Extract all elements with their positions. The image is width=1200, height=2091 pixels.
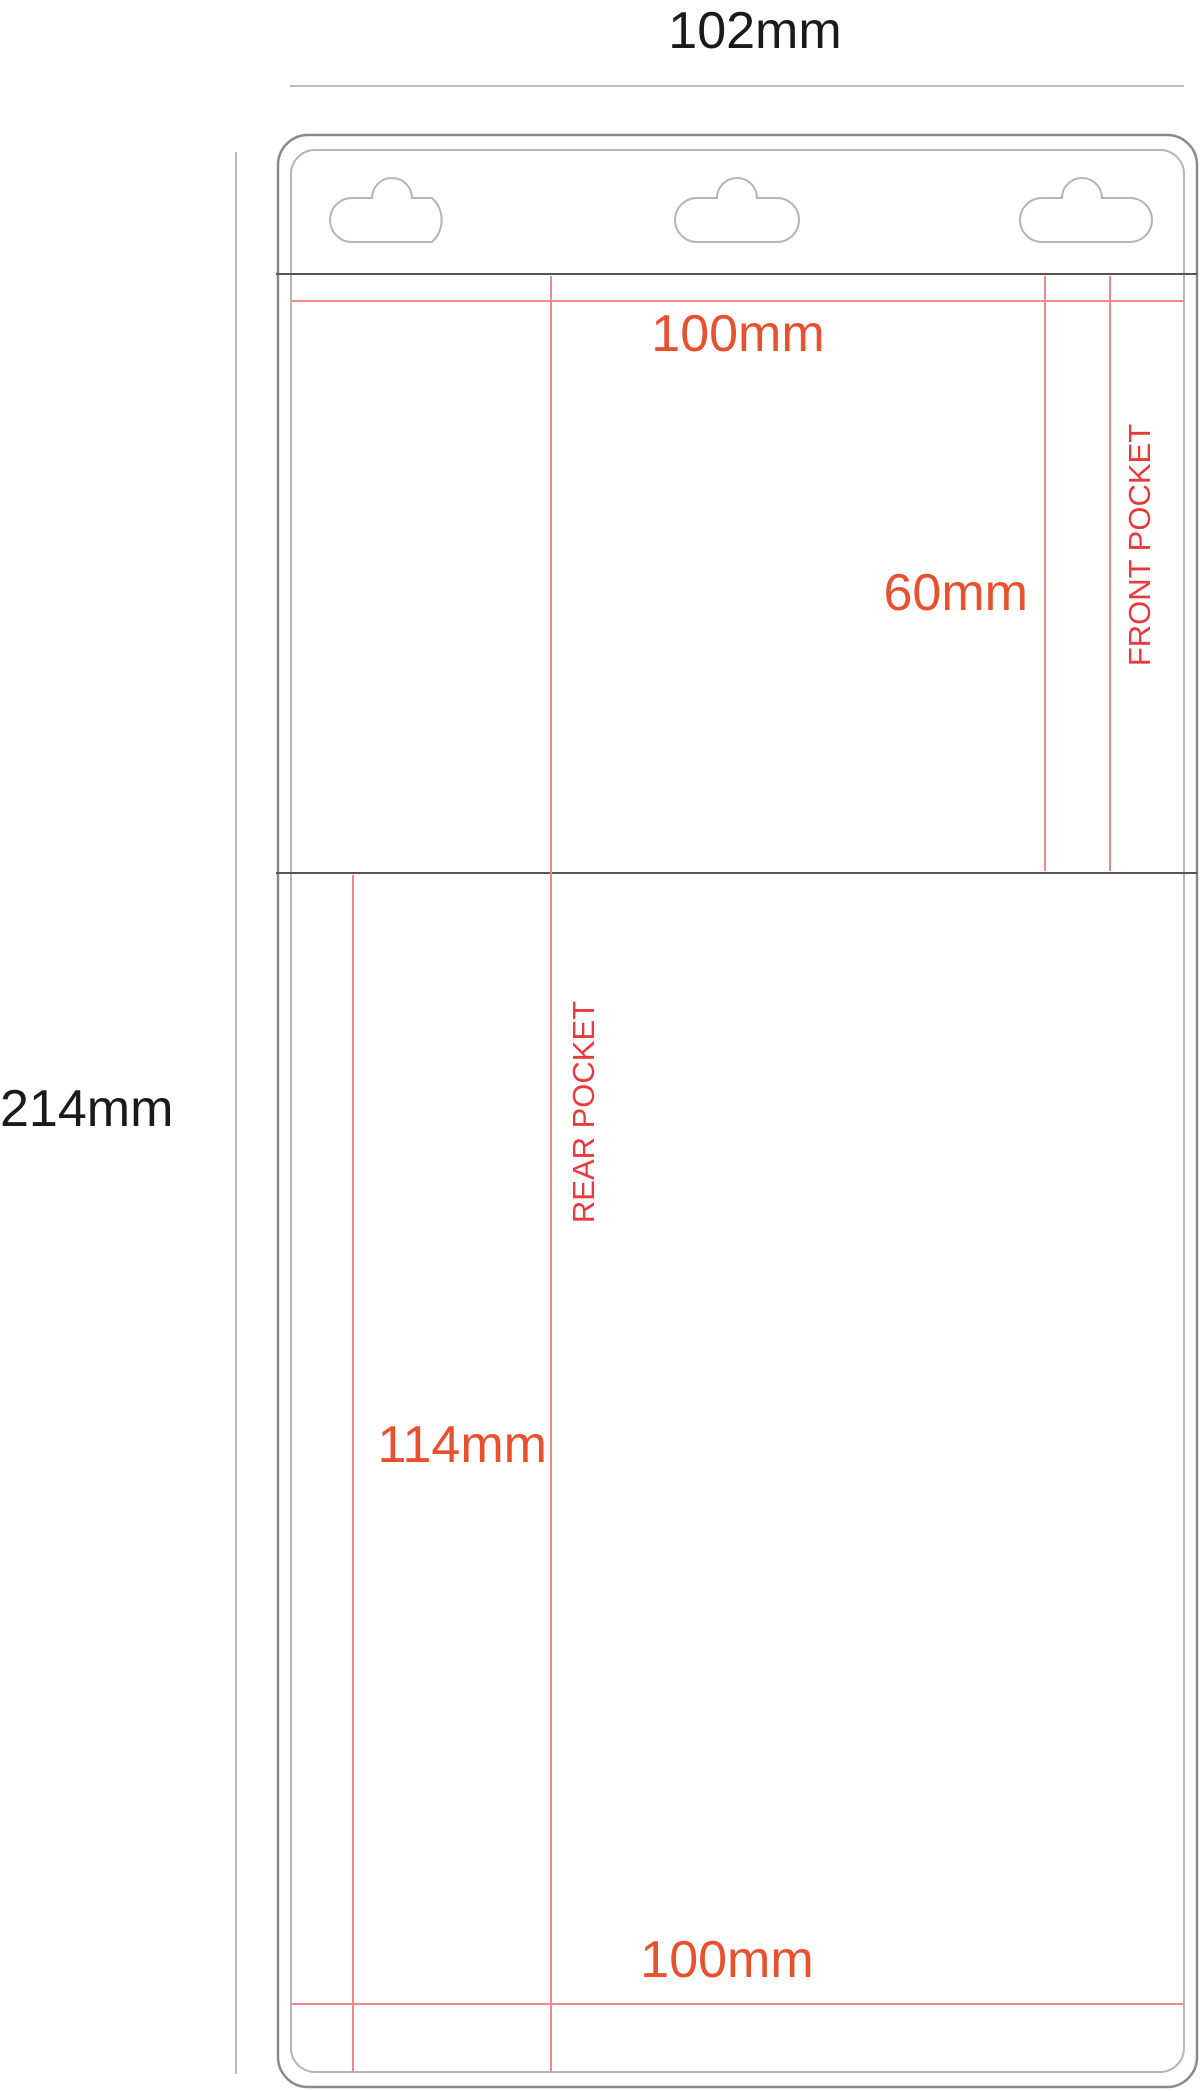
hang-hole xyxy=(329,177,443,243)
rear-pocket-height-label: 114mm xyxy=(377,1416,547,1474)
pouch-inner-outline xyxy=(290,149,1185,2073)
hang-hole xyxy=(1019,177,1153,243)
front-pocket-height-label: 60mm xyxy=(884,564,1028,622)
front-pocket-label: FRONT POCKET xyxy=(1122,424,1157,666)
overall-width-label: 102mm xyxy=(668,2,841,60)
rear-pocket-label: REAR POCKET xyxy=(566,1001,601,1223)
overall-height-label: 214mm xyxy=(0,1080,173,1138)
front-pocket-width-label: 100mm xyxy=(651,305,824,363)
pouch-outer-outline xyxy=(276,133,1199,2089)
rear-pocket-width-label: 100mm xyxy=(640,1931,813,1989)
hang-holes xyxy=(329,177,1153,243)
hang-hole xyxy=(674,177,800,243)
